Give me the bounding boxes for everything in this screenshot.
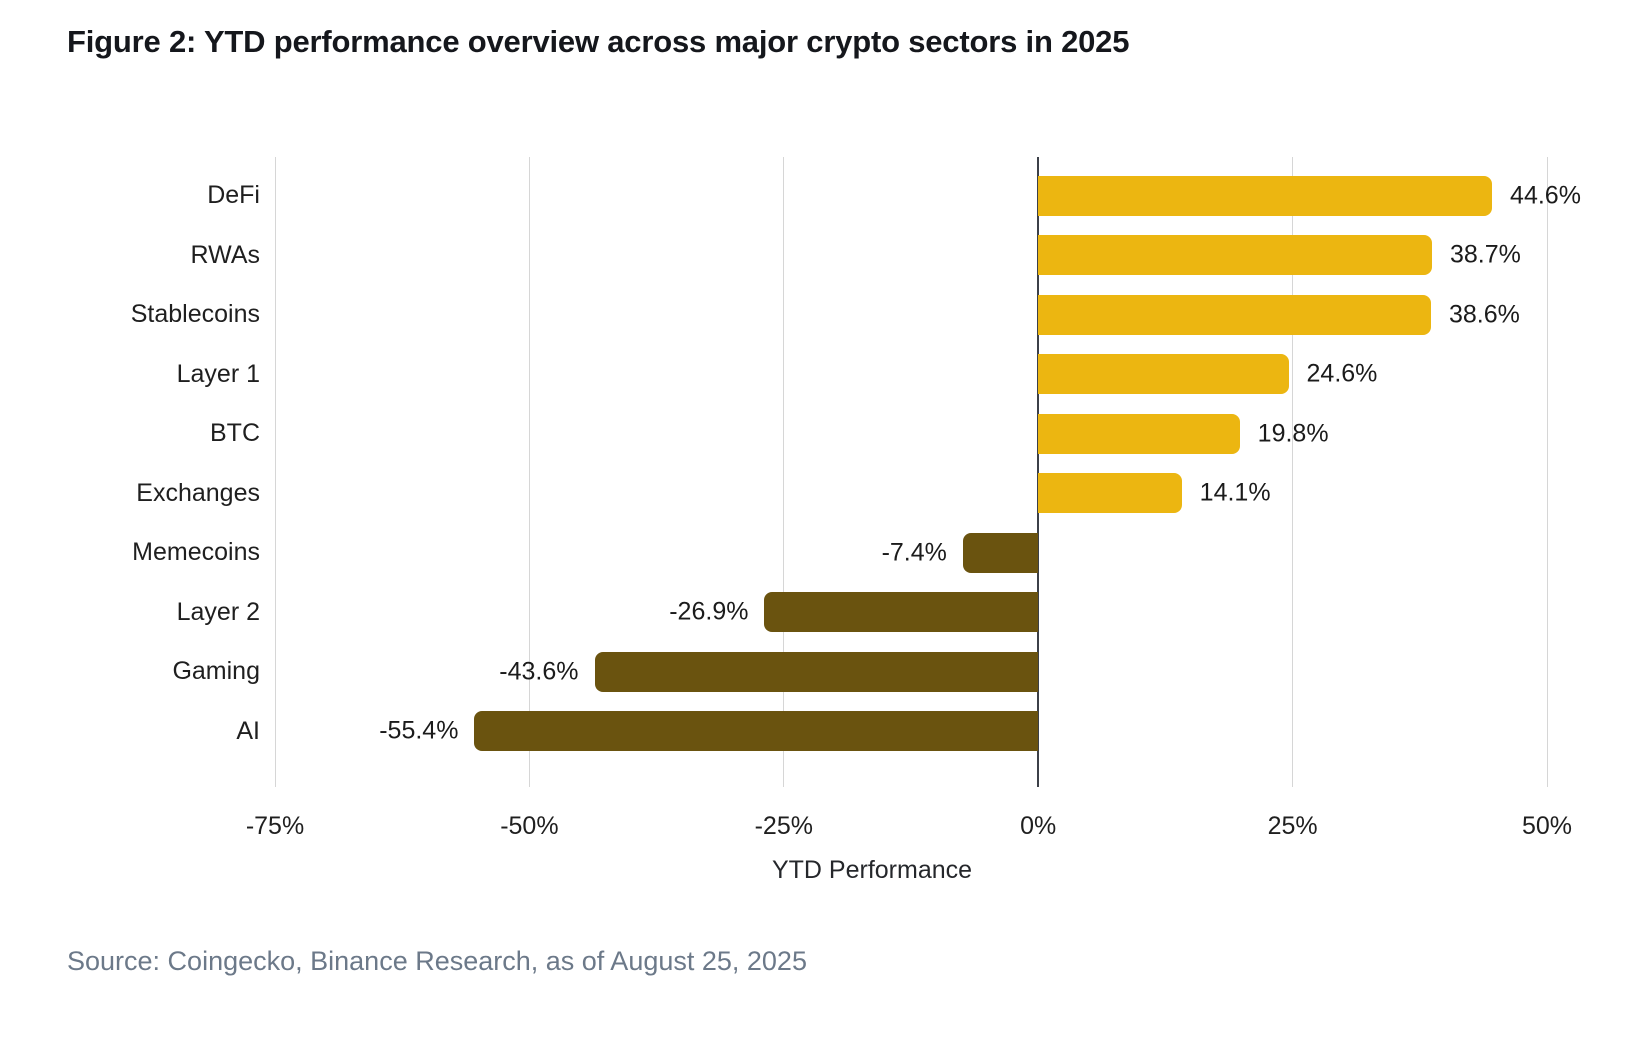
category-label: Layer 2 <box>176 597 260 626</box>
bar-value-label: 14.1% <box>1199 478 1271 507</box>
x-tick-label: 50% <box>1521 812 1573 840</box>
bar <box>594 651 1039 692</box>
x-tick-label: -25% <box>754 812 813 840</box>
gridline <box>1292 157 1294 787</box>
bar <box>1038 175 1493 216</box>
bar <box>1038 294 1431 335</box>
zero-axis-line <box>1037 157 1040 787</box>
bar <box>1038 413 1240 454</box>
x-tick-label: -50% <box>500 812 559 840</box>
bar-value-label: 19.8% <box>1257 419 1329 448</box>
gridline <box>274 157 276 787</box>
figure-title: Figure 2: YTD performance overview acros… <box>67 24 1130 59</box>
category-label: Gaming <box>172 657 260 685</box>
bar-value-label: -7.4% <box>881 538 947 567</box>
bar-value-label: 44.6% <box>1510 181 1581 210</box>
gridline <box>528 157 530 787</box>
category-label: DeFi <box>207 181 260 209</box>
category-label: Layer 1 <box>176 359 260 388</box>
bar-value-label: -43.6% <box>499 657 579 686</box>
category-label: RWAs <box>190 240 260 269</box>
bar <box>764 592 1039 633</box>
bar <box>1038 235 1432 276</box>
category-label: BTC <box>210 419 260 447</box>
bar-value-label: 24.6% <box>1306 359 1378 388</box>
bar <box>962 532 1039 573</box>
bar-value-label: 38.6% <box>1448 300 1520 329</box>
category-label: Exchanges <box>136 478 260 507</box>
bar <box>474 711 1039 752</box>
gridline <box>1546 157 1548 787</box>
category-label: Stablecoins <box>130 300 260 328</box>
x-axis-title: YTD Performance <box>771 856 973 884</box>
bar <box>1038 473 1182 514</box>
source-attribution: Source: Coingecko, Binance Research, as … <box>67 946 807 976</box>
gridline <box>783 157 785 787</box>
x-tick-label: 25% <box>1267 812 1318 840</box>
bar-value-label: -26.9% <box>669 597 749 626</box>
bar-value-label: 38.7% <box>1450 240 1521 269</box>
bar <box>1038 354 1289 395</box>
x-tick-label: 0% <box>1020 812 1057 840</box>
category-label: Memecoins <box>132 538 260 566</box>
category-label: AI <box>236 716 260 745</box>
bar-value-label: -55.4% <box>379 716 459 745</box>
x-tick-label: -75% <box>245 812 305 840</box>
